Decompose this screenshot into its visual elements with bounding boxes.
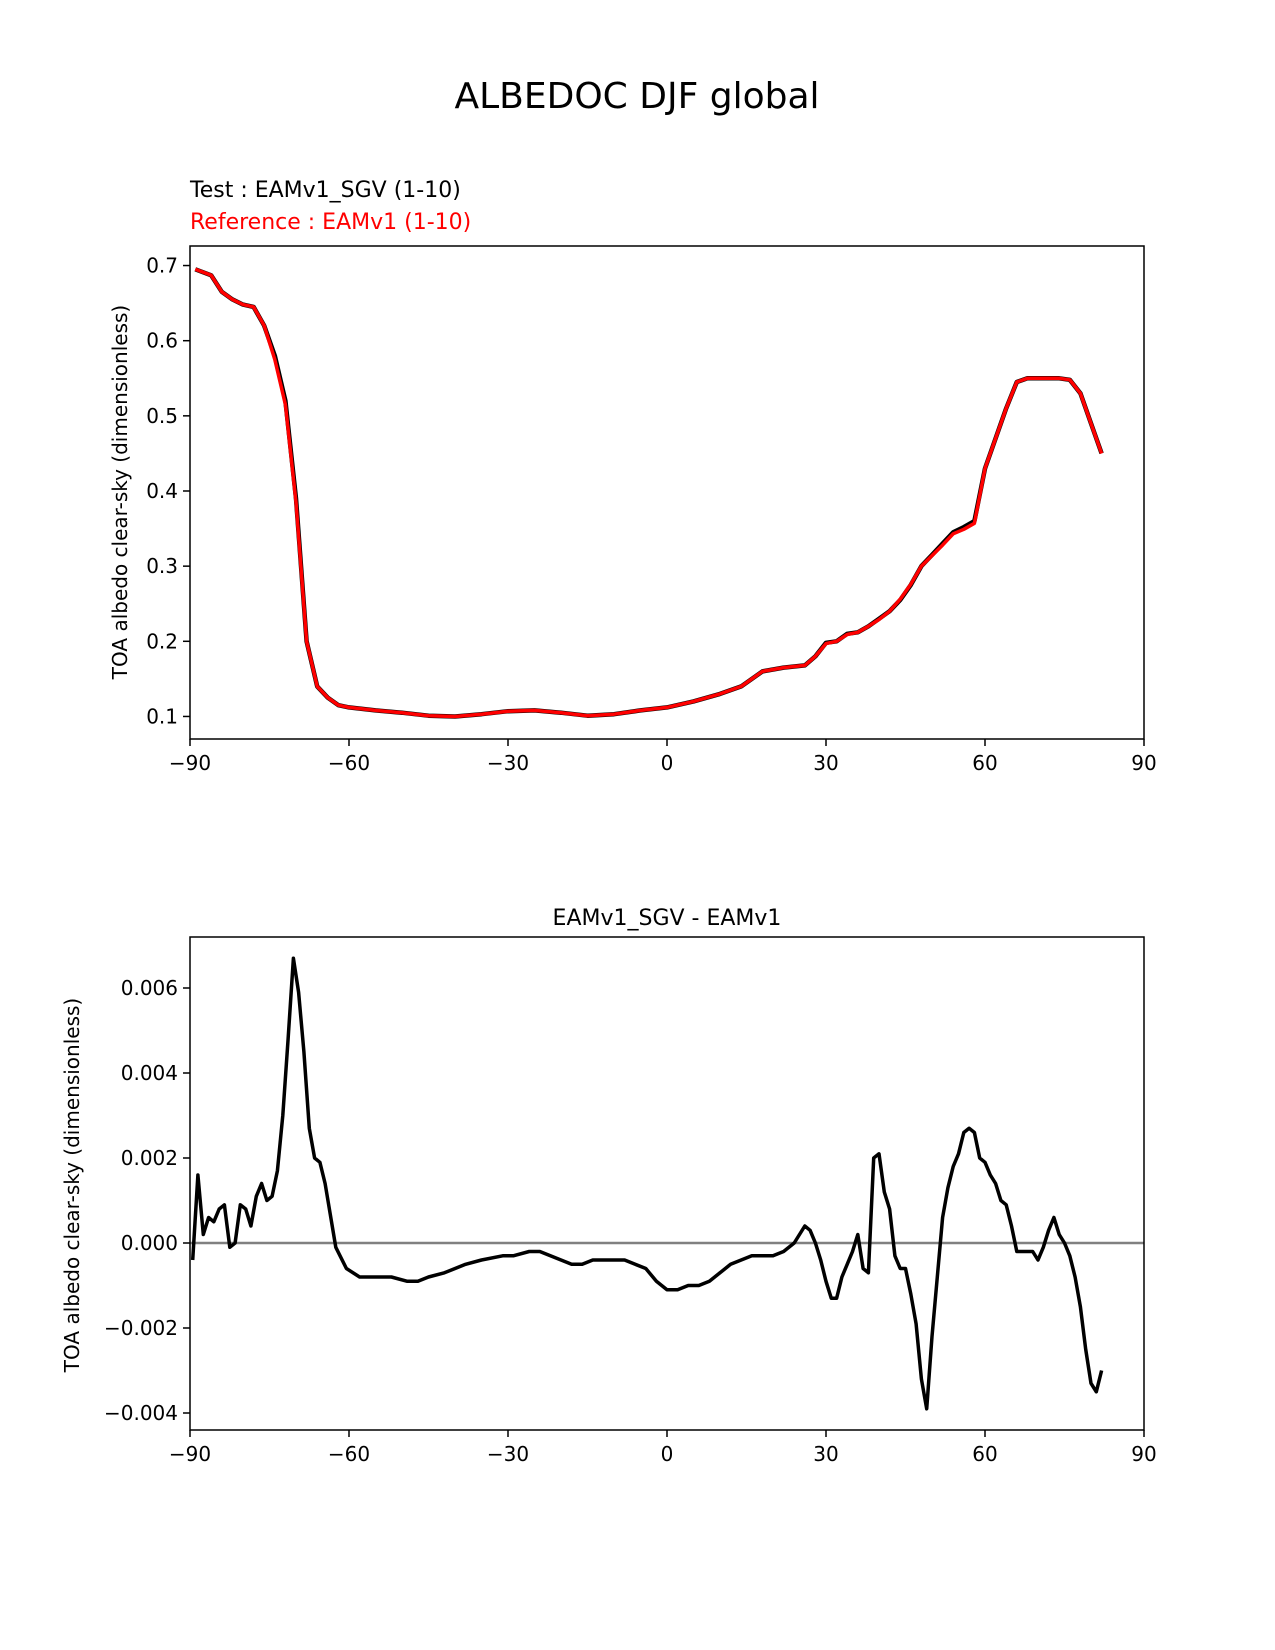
y-tick-label: −0.004 (104, 1401, 178, 1425)
x-tick-label: 90 (1131, 1442, 1156, 1466)
x-tick-label: −60 (328, 1442, 370, 1466)
x-tick-label: −90 (169, 751, 211, 775)
x-tick-label: −30 (487, 751, 529, 775)
x-tick-label: 30 (813, 751, 838, 775)
y-tick-label: 0.004 (121, 1061, 178, 1085)
series-layer (194, 267, 1104, 719)
test-title: Test : EAMv1_SGV (1-10) (189, 178, 461, 203)
series-layer (190, 956, 1104, 1411)
plot-frame (189, 245, 1145, 740)
y-tick-label: 0.4 (146, 479, 178, 503)
x-tick-label: −90 (169, 1442, 211, 1466)
y-axis-label: TOA albedo clear-sky (dimensionless) (60, 998, 84, 1373)
y-tick-label: 0.002 (121, 1146, 178, 1170)
y-axis-label: TOA albedo clear-sky (dimensionless) (108, 305, 132, 680)
reference-title: Reference : EAMv1 (1-10) (190, 210, 471, 235)
x-tick-label: 30 (813, 1442, 838, 1466)
x-tick-label: 0 (661, 1442, 674, 1466)
y-tick-label: 0.6 (146, 329, 178, 353)
y-tick-label: 0.7 (146, 254, 178, 278)
diff-title: EAMv1_SGV - EAMv1 (553, 906, 782, 931)
x-tick-label: 60 (972, 1442, 997, 1466)
top-panel: Test : EAMv1_SGV (1-10) Reference : EAMv… (108, 178, 1157, 775)
x-tick-label: −30 (487, 1442, 529, 1466)
x-tick-label: −60 (328, 751, 370, 775)
y-tick-label: 0.2 (146, 629, 178, 653)
figure-title: ALBEDOC DJF global (454, 76, 819, 117)
x-tick-label: 60 (972, 751, 997, 775)
series-line-test (194, 267, 1104, 719)
bottom-panel: EAMv1_SGV - EAMv1 TOA albedo clear-sky (… (60, 906, 1157, 1466)
y-tick-label: −0.002 (104, 1316, 178, 1340)
y-tick-label: 0.5 (146, 404, 178, 428)
tick-layer: −90 −60 −30 0 30 60 90 0.1 0.2 0.3 0.4 0.5 0.6 0.7 (146, 254, 1157, 775)
y-tick-label: 0.000 (121, 1231, 178, 1255)
tick-layer: −90 −60 −30 0 30 60 90 −0.004 −0.002 0.000 0.002 0.… (104, 976, 1157, 1466)
y-tick-label: 0.006 (121, 976, 178, 1000)
plot-frame (189, 936, 1145, 1431)
x-tick-label: 90 (1131, 751, 1156, 775)
x-tick-label: 0 (661, 751, 674, 775)
y-tick-label: 0.3 (146, 554, 178, 578)
y-tick-label: 0.1 (146, 704, 178, 728)
series-line-reference (194, 267, 1104, 719)
series-line-test (190, 956, 1104, 1411)
